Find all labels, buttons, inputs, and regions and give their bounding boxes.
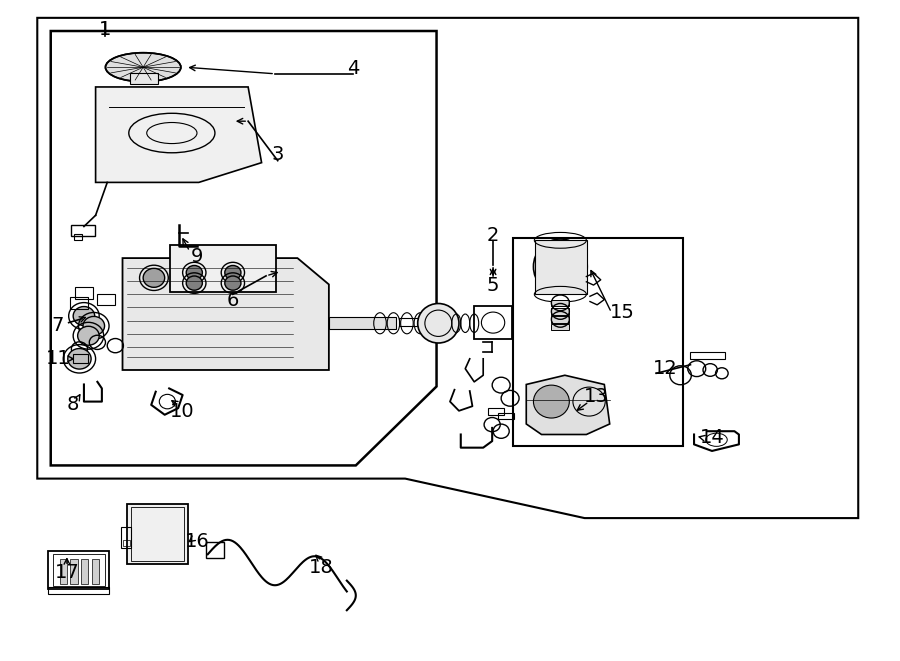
Polygon shape [526,375,609,434]
Ellipse shape [73,307,94,325]
Text: 10: 10 [170,402,195,421]
Bar [70,297,88,309]
Ellipse shape [68,348,91,369]
Bar [328,317,396,329]
Bar [75,287,93,299]
Bar [131,507,184,561]
Bar [474,306,512,339]
Text: 13: 13 [584,387,608,406]
Bar [74,235,82,240]
Bar [552,308,570,315]
Ellipse shape [418,303,459,343]
Bar [488,408,504,414]
Bar [59,559,67,584]
Bar [513,239,683,446]
Ellipse shape [83,317,104,335]
Text: 9: 9 [191,247,203,266]
Bar [130,73,158,84]
Text: 11: 11 [46,349,70,368]
Ellipse shape [186,266,202,280]
Bar [48,587,109,594]
Ellipse shape [225,266,241,280]
Bar [48,551,109,588]
Bar [73,354,87,364]
Ellipse shape [143,268,165,288]
Ellipse shape [105,53,181,82]
Ellipse shape [77,327,99,345]
Polygon shape [95,87,262,182]
Text: 17: 17 [55,563,79,582]
Text: 8: 8 [67,395,79,414]
Bar [92,559,99,584]
Ellipse shape [225,276,241,290]
Text: 15: 15 [610,303,634,322]
Text: 4: 4 [346,59,359,78]
Bar [170,245,276,292]
Bar [552,316,570,323]
Text: 5: 5 [487,276,500,295]
Ellipse shape [188,268,210,288]
Bar [690,352,725,359]
Bar [122,540,130,547]
Bar [70,559,77,584]
Bar [536,241,588,294]
Bar [121,527,131,548]
Bar [399,318,448,326]
Bar [52,555,104,586]
Text: 16: 16 [184,531,210,551]
Bar [552,324,570,330]
Bar [127,504,188,564]
Polygon shape [122,258,328,370]
Ellipse shape [238,268,259,288]
Bar [81,559,88,584]
Text: 12: 12 [653,358,678,377]
Text: 7: 7 [51,316,64,334]
Ellipse shape [534,385,570,418]
Text: 18: 18 [310,558,334,577]
Text: 6: 6 [227,292,239,311]
Bar [552,299,570,306]
Bar [498,412,514,419]
Text: 1: 1 [98,20,111,38]
Text: 3: 3 [272,145,284,163]
Bar [206,542,224,558]
Bar [97,293,115,305]
Bar [71,225,94,237]
Text: 2: 2 [487,225,500,245]
Ellipse shape [534,239,588,294]
Text: 14: 14 [699,428,725,447]
Ellipse shape [186,276,202,290]
